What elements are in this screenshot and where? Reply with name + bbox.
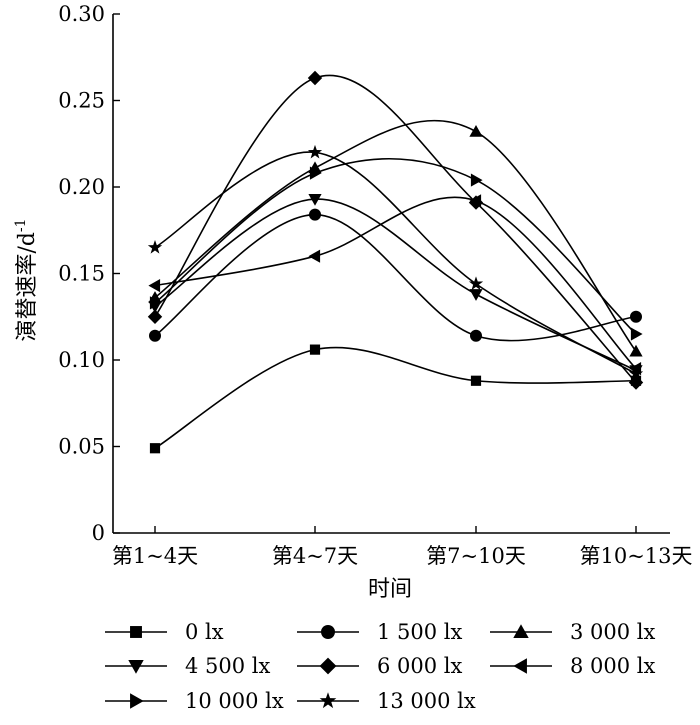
data-point-1-1 (309, 208, 321, 221)
y-tick-label-0: 0 (92, 521, 105, 545)
legend-label-3: 4 500 lx (185, 654, 271, 678)
data-point-0-1 (309, 344, 321, 355)
data-point-1-3 (630, 310, 642, 323)
x-tick-label-2: 第7~10天 (426, 544, 526, 568)
legend-marker-1 (321, 625, 335, 639)
data-point-4-1 (307, 70, 323, 86)
data-point-2-2 (469, 125, 483, 137)
legend-label-1: 1 500 lx (377, 620, 463, 644)
legend-label-2: 3 000 lx (570, 620, 656, 644)
legend-label-6: 10 000 lx (185, 689, 284, 713)
data-point-6-3 (630, 327, 643, 341)
x-tick-label-0: 第1~4天 (112, 544, 198, 568)
y-tick-label-3: 0.15 (58, 262, 105, 286)
series-line-7 (154, 151, 637, 375)
series-line-3 (154, 198, 637, 372)
legend-marker-5 (513, 658, 527, 674)
y-axis-title-superscript: -1 (13, 218, 29, 232)
legend-marker-3 (128, 660, 144, 674)
legend-marker-0 (130, 626, 142, 638)
axes: 0 0.05 0.10 0.15 0.20 0.25 0.30 第1~4天 第4~7天 第7~10… (13, 2, 693, 602)
data-point-4-0 (147, 309, 163, 324)
y-tick-label-6: 0.30 (58, 2, 105, 26)
data-point-6-1 (309, 166, 322, 180)
data-point-3-2 (469, 289, 483, 301)
data-point-5-1 (308, 249, 321, 263)
plot-area (147, 70, 644, 454)
legend-marker-6 (130, 693, 144, 709)
data-point-7-0 (147, 240, 163, 254)
legend-marker-4 (319, 657, 337, 675)
data-point-1-2 (470, 329, 482, 342)
series-line-6 (154, 158, 637, 335)
series-line-2 (154, 119, 637, 352)
data-point-7-1 (307, 144, 323, 159)
data-point-1-0 (149, 329, 161, 342)
y-tick-label-2: 0.10 (58, 348, 105, 372)
data-point-0-2 (470, 375, 482, 386)
data-point-2-3 (629, 344, 643, 357)
data-point-5-2 (469, 194, 482, 208)
data-point-5-0 (148, 279, 161, 293)
legend-label-4: 6 000 lx (377, 654, 463, 678)
series-line-4 (154, 74, 637, 384)
legend: 0 lx 1 500 lx 3 000 lx 4 500 lx 6 000 lx 8 00… (105, 620, 656, 713)
data-point-0-0 (149, 443, 161, 454)
x-tick-label-1: 第4~7天 (272, 544, 358, 568)
data-point-7-2 (468, 276, 484, 290)
legend-marker-2 (513, 624, 529, 638)
data-point-7-3 (628, 366, 644, 380)
y-tick-label-4: 0.20 (58, 175, 105, 199)
legend-marker-7 (319, 692, 337, 709)
legend-label-0: 0 lx (185, 620, 224, 644)
y-tick-label-1: 0.05 (58, 435, 105, 459)
legend-label-7: 13 000 lx (377, 689, 476, 713)
x-axis-title: 时间 (368, 577, 412, 602)
data-point-3-1 (308, 194, 322, 206)
data-point-6-2 (470, 173, 483, 187)
y-axis-title: 演替速率/d-1 (13, 218, 40, 341)
series-line-0 (154, 346, 637, 449)
x-tick-label-3: 第10~13天 (579, 544, 692, 568)
y-tick-label-5: 0.25 (58, 89, 105, 113)
data-point-6-0 (149, 296, 162, 310)
legend-label-5: 8 000 lx (570, 654, 656, 678)
series-line-5 (154, 196, 637, 370)
